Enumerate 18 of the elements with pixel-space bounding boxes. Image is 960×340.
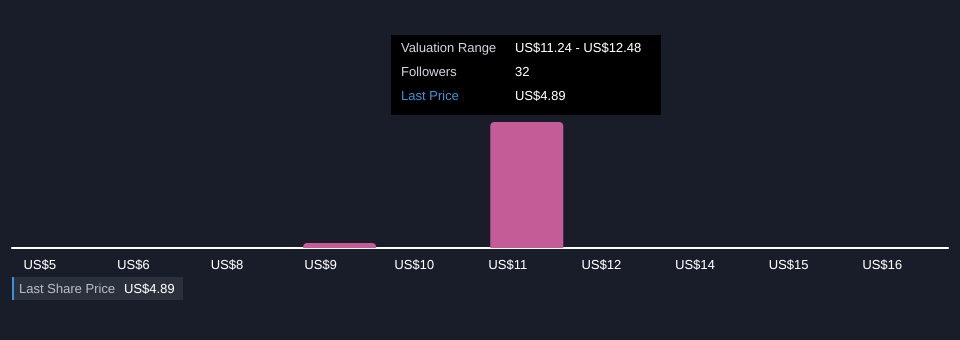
x-tick-label: US$15 [768,257,808,272]
x-tick-label: US$10 [394,257,434,272]
x-tick-label: US$11 [488,257,528,272]
text: US$4.89 [515,88,566,103]
x-tick-label: US$9 [304,257,337,272]
text: Last Share Price [19,281,116,296]
text: US$4.89 [124,281,175,296]
x-tick-label: US$14 [675,257,715,272]
x-tick-label: US$12 [582,257,622,272]
x-tick-label: US$5 [24,257,56,272]
x-tick-label: US$16 [862,257,902,272]
text: Last Price [401,88,459,103]
text: Valuation Range [401,40,496,55]
x-tick-label: US$8 [210,257,244,272]
text: 32 [515,64,530,79]
text: US$11.24 - US$12.48 [515,40,642,55]
text: Followers [401,64,458,79]
x-tick-label: US$6 [117,257,150,272]
